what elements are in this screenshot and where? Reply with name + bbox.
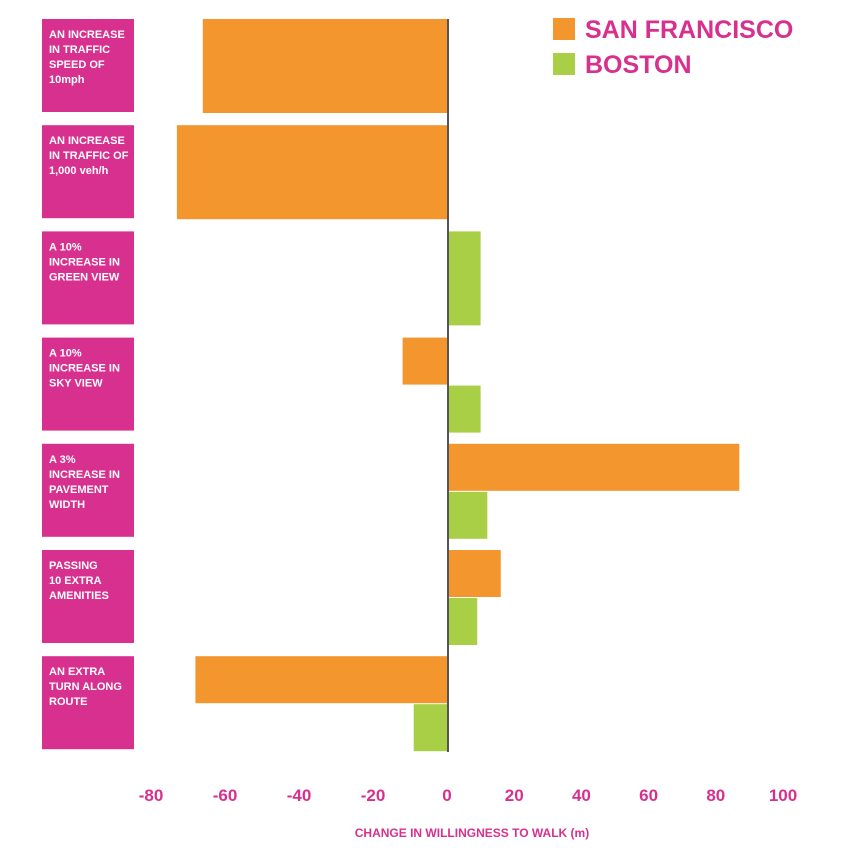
x-tick-labels: -80 -60 -40 -20 0 20 40 60 80 100 <box>139 786 797 805</box>
x-tick-label: 60 <box>639 786 658 805</box>
category-label-line: 10mph <box>49 74 85 86</box>
x-tick-label: 20 <box>505 786 524 805</box>
category-label-boxes: AN INCREASE IN TRAFFIC SPEED OF 10mph AN INC… <box>42 19 134 750</box>
legend: SAN FRANCISCO BOSTON <box>553 16 793 79</box>
category-label-line: GREEN VIEW <box>49 271 120 283</box>
x-tick-label: -60 <box>213 786 238 805</box>
category-label-line: AN INCREASE <box>49 29 125 41</box>
category-label-line: A 3% <box>49 454 76 466</box>
category-label-line: AN EXTRA <box>49 666 105 678</box>
bars-group <box>176 19 740 752</box>
x-tick-label: 0 <box>442 786 451 805</box>
category-label-line: 1,000 veh/h <box>49 165 109 177</box>
category-label-line: A 10% <box>49 241 82 253</box>
category-label-line: AN INCREASE <box>49 135 125 147</box>
category-label-line: SKY VIEW <box>49 378 103 390</box>
bar-san-francisco <box>447 443 740 491</box>
bar-san-francisco <box>447 550 501 597</box>
legend-label: SAN FRANCISCO <box>585 16 793 44</box>
category-label-box <box>42 231 134 325</box>
category-label-line: IN TRAFFIC OF <box>49 150 129 162</box>
category-label-box <box>42 443 134 537</box>
category-label-line: PAVEMENT <box>49 484 109 496</box>
bar-san-francisco <box>402 337 447 385</box>
x-tick-label: 100 <box>769 786 797 805</box>
category-label-box <box>42 125 134 219</box>
x-tick-label: 40 <box>572 786 591 805</box>
legend-swatch <box>553 53 575 75</box>
category-label-line: A 10% <box>49 348 82 360</box>
category-label-box <box>42 19 134 112</box>
category-label-line: AMENITIES <box>49 590 109 602</box>
bar-san-francisco <box>202 19 447 113</box>
x-axis-title: CHANGE IN WILLINGNESS TO WALK (m) <box>355 826 589 840</box>
bar-boston <box>447 491 488 539</box>
category-label-line: INCREASE IN <box>49 469 120 481</box>
category-label-line: ROUTE <box>49 696 88 708</box>
x-tick-label: -80 <box>139 786 164 805</box>
bar-san-francisco <box>176 125 447 220</box>
bar-san-francisco <box>195 656 447 704</box>
x-tick-label: -40 <box>287 786 312 805</box>
x-tick-label: -20 <box>361 786 386 805</box>
bar-boston <box>413 704 447 752</box>
category-label-line: INCREASE IN <box>49 256 120 268</box>
category-label-line: INCREASE IN <box>49 363 120 375</box>
legend-label: BOSTON <box>585 51 692 79</box>
category-label-line: 10 EXTRA <box>49 575 102 587</box>
category-label-line: SPEED OF <box>49 59 105 71</box>
category-label-line: WIDTH <box>49 499 85 511</box>
bar-boston <box>447 598 478 645</box>
category-label-box <box>42 656 134 750</box>
bar-boston <box>447 231 481 326</box>
category-label-box <box>42 337 134 431</box>
category-label-line: IN TRAFFIC <box>49 44 110 56</box>
legend-swatch <box>553 18 575 40</box>
category-label-line: TURN ALONG <box>49 681 122 693</box>
x-tick-label: 80 <box>706 786 725 805</box>
category-label-box <box>42 550 134 643</box>
category-label-line: PASSING <box>49 560 98 572</box>
bar-boston <box>447 385 481 433</box>
